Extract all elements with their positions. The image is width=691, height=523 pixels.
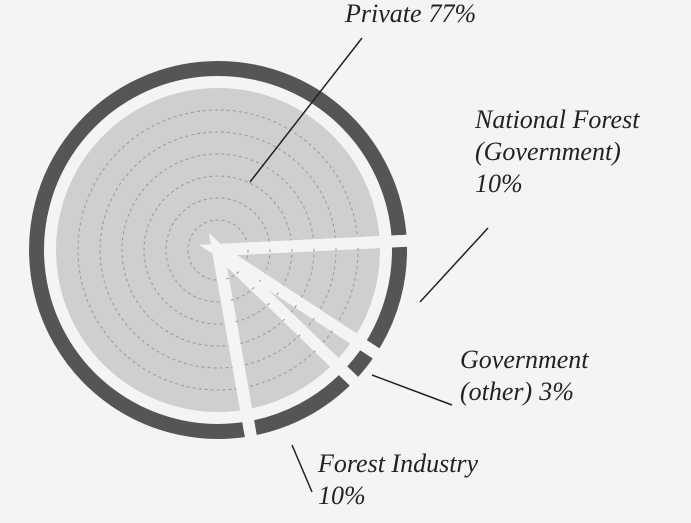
category-label: Forest Industry [317, 449, 479, 478]
pie [23, 55, 413, 445]
chart: Private77% National Forest (Government) 10%… [0, 0, 691, 523]
category-label: National Forest [474, 105, 640, 134]
category-label: (other) [460, 377, 532, 406]
category-label: Private [344, 0, 422, 28]
value-label: 10% [318, 481, 366, 510]
value-label: 10% [475, 169, 523, 198]
category-label: Government [460, 345, 589, 374]
value-label: 77% [429, 0, 477, 28]
value-label: 3% [538, 377, 574, 406]
category-label: (Government) [475, 137, 621, 166]
